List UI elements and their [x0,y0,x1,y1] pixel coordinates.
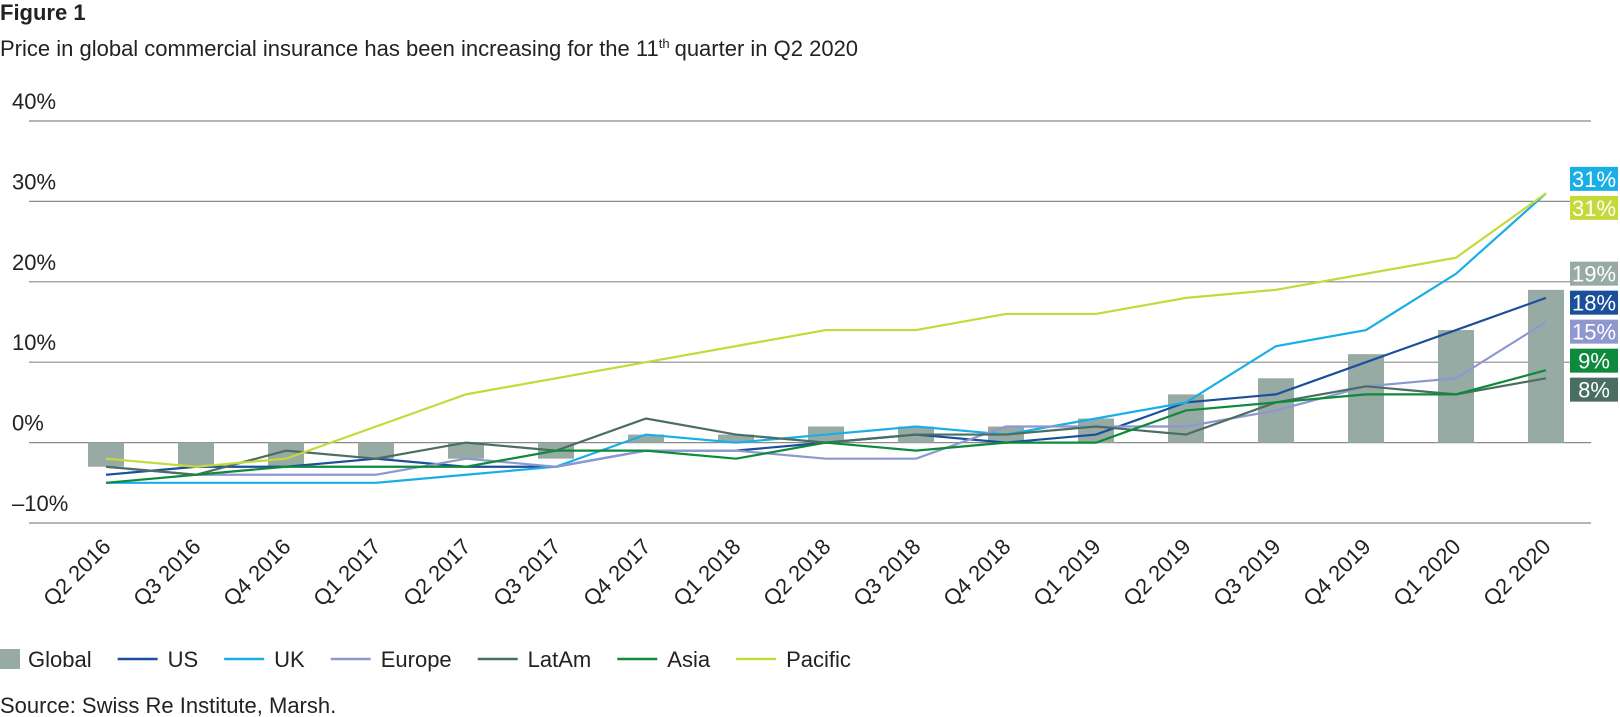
line [105,321,1547,476]
legend-label: UK [274,647,305,672]
x-tick-label: Q1 2017 [308,534,385,611]
value-label-box [1570,195,1618,220]
y-tick-label: –10% [12,491,68,516]
value-label-box [1570,166,1618,191]
legend-label: Europe [381,647,452,672]
bar [178,442,214,467]
legend-swatch [0,649,20,669]
bar [1438,330,1474,443]
bar [1348,354,1384,443]
x-tick-label: Q1 2019 [1028,534,1105,611]
bar [448,442,484,459]
x-tick-label: Q2 2018 [758,534,835,611]
x-tick-label: Q4 2019 [1298,534,1375,611]
y-tick-label: 10% [12,330,56,355]
line [105,369,1547,484]
y-tick-label: 20% [12,250,56,275]
legend-label: Global [28,647,92,672]
source: Source: Swiss Re Institute, Marsh. [0,693,336,717]
x-tick-label: Q4 2018 [938,534,1015,611]
bar [628,434,664,443]
x-tick-label: Q2 2019 [1118,534,1195,611]
value-label-box [1570,377,1618,402]
subtitle-text: Price in global commercial insurance has… [0,36,659,61]
x-tick-label: Q4 2016 [218,534,295,611]
bar [1528,289,1564,443]
x-tick-label: Q4 2017 [578,534,655,611]
legend-label: Pacific [786,647,851,672]
x-tick-label: Q2 2020 [1478,534,1555,611]
x-tick-label: Q1 2018 [668,534,745,611]
value-label: 8% [1578,378,1610,403]
value-label: 18% [1572,291,1616,316]
x-tick-label: Q3 2019 [1208,534,1285,611]
value-label: 9% [1578,349,1610,374]
legend-label: LatAm [528,647,592,672]
value-label: 15% [1572,320,1616,345]
value-label: 31% [1572,196,1616,221]
x-tick-label: Q3 2017 [488,534,565,611]
bar [358,442,394,459]
subtitle-sup: th [659,36,670,51]
legend-label: US [168,647,199,672]
line [106,192,1547,484]
line [105,192,1547,468]
line [105,296,1547,476]
bar [718,434,754,443]
x-tick-label: Q3 2016 [128,534,205,611]
subtitle-rest: quarter in Q2 2020 [675,36,858,61]
chart-title: Figure 1 [0,0,86,25]
value-label-box [1570,290,1618,315]
x-tick-label: Q2 2016 [38,534,115,611]
x-tick-label: Q2 2017 [398,534,475,611]
y-tick-label: 40% [12,89,56,114]
y-tick-label: 0% [12,411,44,436]
bar [88,442,124,467]
value-label-box [1570,348,1618,373]
legend-label: Asia [667,647,711,672]
y-tick-label: 30% [12,169,56,194]
value-label-box [1570,261,1618,286]
chart-subtitle: Price in global commercial insurance has… [0,36,858,61]
value-label-box [1570,319,1618,344]
value-label: 31% [1572,167,1616,192]
x-tick-label: Q1 2020 [1388,534,1465,611]
value-label: 19% [1572,262,1616,287]
x-tick-label: Q3 2018 [848,534,925,611]
